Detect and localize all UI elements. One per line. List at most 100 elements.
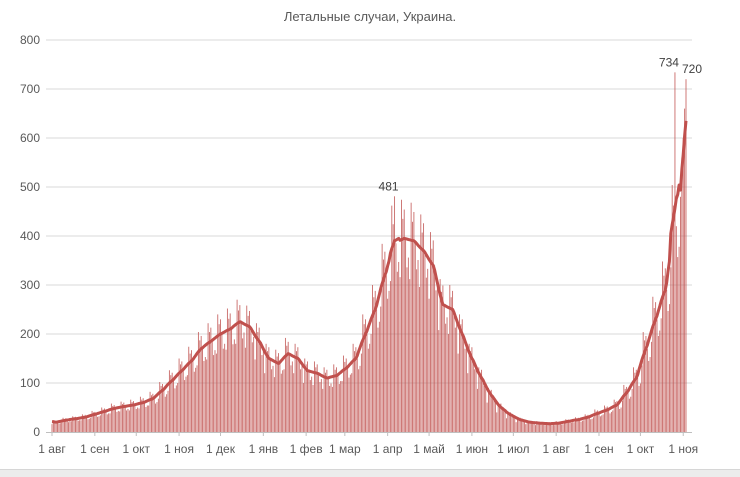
bar xyxy=(446,317,448,432)
bar xyxy=(131,402,133,432)
bar xyxy=(192,360,194,432)
bar xyxy=(384,251,386,432)
bar xyxy=(293,373,295,432)
bar xyxy=(394,196,396,432)
bar xyxy=(152,393,154,432)
bar xyxy=(633,367,634,432)
bar xyxy=(333,364,335,432)
bar xyxy=(157,398,159,432)
bar xyxy=(463,334,465,432)
bar xyxy=(322,388,324,432)
gridlines xyxy=(46,39,692,384)
y-tick-label: 400 xyxy=(20,229,40,243)
bar xyxy=(128,410,130,432)
bar xyxy=(342,355,344,432)
bar xyxy=(301,365,303,432)
bar xyxy=(599,416,601,432)
bar xyxy=(329,385,331,432)
bar xyxy=(325,372,326,432)
bar xyxy=(402,218,404,432)
bar xyxy=(374,290,376,432)
bar xyxy=(180,364,181,432)
bar xyxy=(168,370,170,432)
bar xyxy=(58,423,60,432)
bar xyxy=(685,79,687,432)
bar xyxy=(464,348,466,432)
bar xyxy=(651,341,652,432)
bar xyxy=(461,319,463,432)
bar xyxy=(610,411,612,432)
bar xyxy=(551,425,553,432)
bar xyxy=(381,243,383,432)
moving-average-line xyxy=(51,120,688,426)
bar xyxy=(635,369,637,432)
bar xyxy=(554,425,556,432)
bar xyxy=(637,378,639,432)
bar xyxy=(276,356,278,432)
bar xyxy=(232,344,234,432)
bar xyxy=(94,411,96,432)
bar xyxy=(622,400,623,432)
bar xyxy=(156,402,158,432)
bar xyxy=(367,348,369,432)
bar xyxy=(646,348,648,432)
bar xyxy=(569,421,571,432)
bar xyxy=(315,367,317,432)
bar xyxy=(101,407,103,432)
bar xyxy=(320,379,322,432)
bar xyxy=(173,380,175,432)
bar xyxy=(255,323,257,432)
bar xyxy=(572,422,574,432)
bar xyxy=(73,417,75,432)
bar xyxy=(348,377,350,432)
bar xyxy=(501,407,503,432)
bar xyxy=(80,420,82,432)
bar xyxy=(616,401,618,432)
bar xyxy=(662,261,663,432)
y-axis-ticks: 0 100 200 300 400 500 600 700 800 xyxy=(20,33,40,439)
bar xyxy=(316,364,318,432)
bar xyxy=(345,358,347,432)
bar xyxy=(336,367,337,432)
bar xyxy=(273,377,275,432)
bar xyxy=(260,341,262,432)
bar xyxy=(88,418,90,432)
bar xyxy=(308,370,310,432)
bar xyxy=(87,419,89,432)
bar xyxy=(244,347,246,432)
bar xyxy=(403,209,405,432)
bar xyxy=(499,405,500,432)
bar xyxy=(358,369,360,432)
bar xyxy=(174,388,176,432)
bar xyxy=(558,421,560,432)
bar xyxy=(684,108,686,432)
bar xyxy=(112,406,114,432)
bar xyxy=(171,372,173,432)
bar xyxy=(490,389,492,432)
bar xyxy=(189,353,191,432)
bar xyxy=(447,334,449,432)
bar xyxy=(214,350,216,432)
bar xyxy=(414,240,416,432)
bar xyxy=(630,396,632,432)
bar xyxy=(249,310,250,432)
bar xyxy=(97,416,99,432)
bar xyxy=(649,357,651,432)
bar xyxy=(153,398,155,432)
bar xyxy=(287,341,289,432)
bar xyxy=(510,412,512,432)
bar xyxy=(439,279,441,432)
bar xyxy=(653,308,655,432)
bar xyxy=(280,373,282,432)
bar xyxy=(453,309,455,432)
bar xyxy=(666,289,668,432)
bar xyxy=(675,226,677,432)
bar xyxy=(284,337,286,432)
bar xyxy=(104,408,105,432)
bar xyxy=(544,425,546,432)
bar xyxy=(472,358,474,432)
bar xyxy=(594,409,596,432)
x-tick-label: 1 сен xyxy=(80,442,109,456)
bar xyxy=(579,419,581,432)
bar xyxy=(196,365,198,432)
